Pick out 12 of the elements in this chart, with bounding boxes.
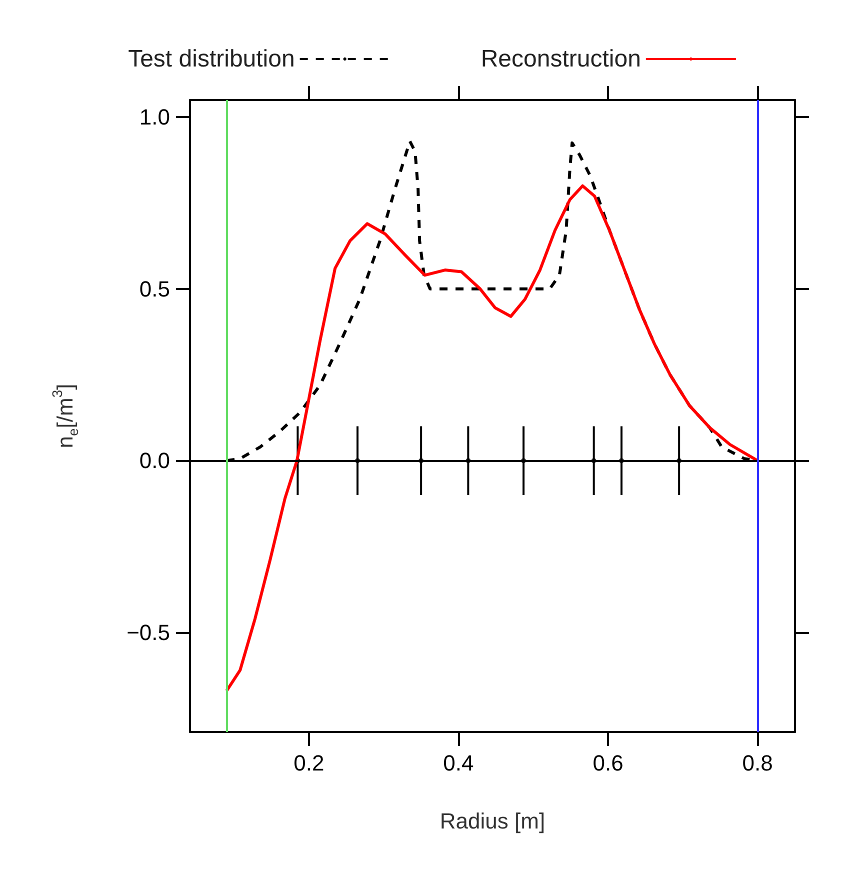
x-axis-title: Radius [m] xyxy=(440,808,546,834)
x-tick-label: 0.2 xyxy=(294,750,324,776)
legend-label: Reconstruction xyxy=(480,46,641,72)
y-tick-label: 1.0 xyxy=(139,104,170,130)
x-tick-label: 0.4 xyxy=(443,750,474,776)
y-tick-label: −0.5 xyxy=(126,620,170,645)
y-axis-title: ne[/m3] xyxy=(49,384,81,448)
x-tick-label: 0.6 xyxy=(592,750,624,776)
x-tick-label: 0.8 xyxy=(742,750,773,776)
y-tick-label: 0.5 xyxy=(139,276,170,302)
legend-label: Test distribution xyxy=(128,46,295,72)
y-tick-label: 0.0 xyxy=(139,448,170,474)
